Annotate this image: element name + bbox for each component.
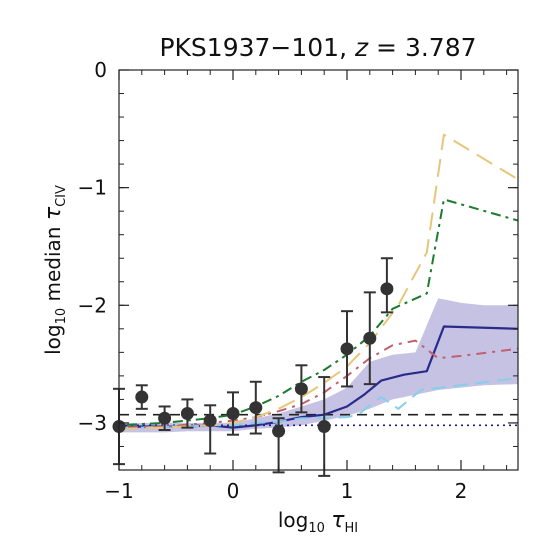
data-point <box>363 331 377 345</box>
data-point <box>340 342 354 356</box>
observed-points-layer <box>112 257 394 477</box>
model-series-layer <box>119 133 518 430</box>
data-point <box>226 407 240 421</box>
data-point <box>180 407 194 421</box>
confidence-band-layer <box>119 298 518 433</box>
y-axis-label: log10 median τCIV <box>41 185 69 355</box>
x-axis-label: log10 τHI <box>278 508 358 536</box>
x-tick-label: 0 <box>227 479 240 503</box>
x-tick-label: 1 <box>341 479 354 503</box>
x-tick-label: 2 <box>455 479 468 503</box>
plot-frame <box>118 69 519 471</box>
data-point <box>203 414 217 428</box>
data-point <box>294 382 308 396</box>
data-point <box>249 401 263 415</box>
data-point <box>317 419 331 433</box>
confidence-band <box>119 298 518 433</box>
plot-area: −1 0 1 2 −3 −2 −1 0 <box>78 58 519 503</box>
x-tick-label: −1 <box>104 479 133 503</box>
y-tick-label: 0 <box>94 58 107 82</box>
ticks-layer: −1 0 1 2 −3 −2 −1 0 <box>78 58 518 503</box>
y-tick-label: −3 <box>78 411 107 435</box>
data-point <box>158 411 172 425</box>
y-tick-label: −2 <box>78 293 107 317</box>
data-point <box>272 424 286 438</box>
data-point <box>380 282 394 296</box>
y-tick-label: −1 <box>78 176 107 200</box>
series-line-2 <box>119 377 518 429</box>
chart-title: PKS1937−101, z = 3.787 <box>159 33 476 62</box>
data-point <box>135 390 149 404</box>
